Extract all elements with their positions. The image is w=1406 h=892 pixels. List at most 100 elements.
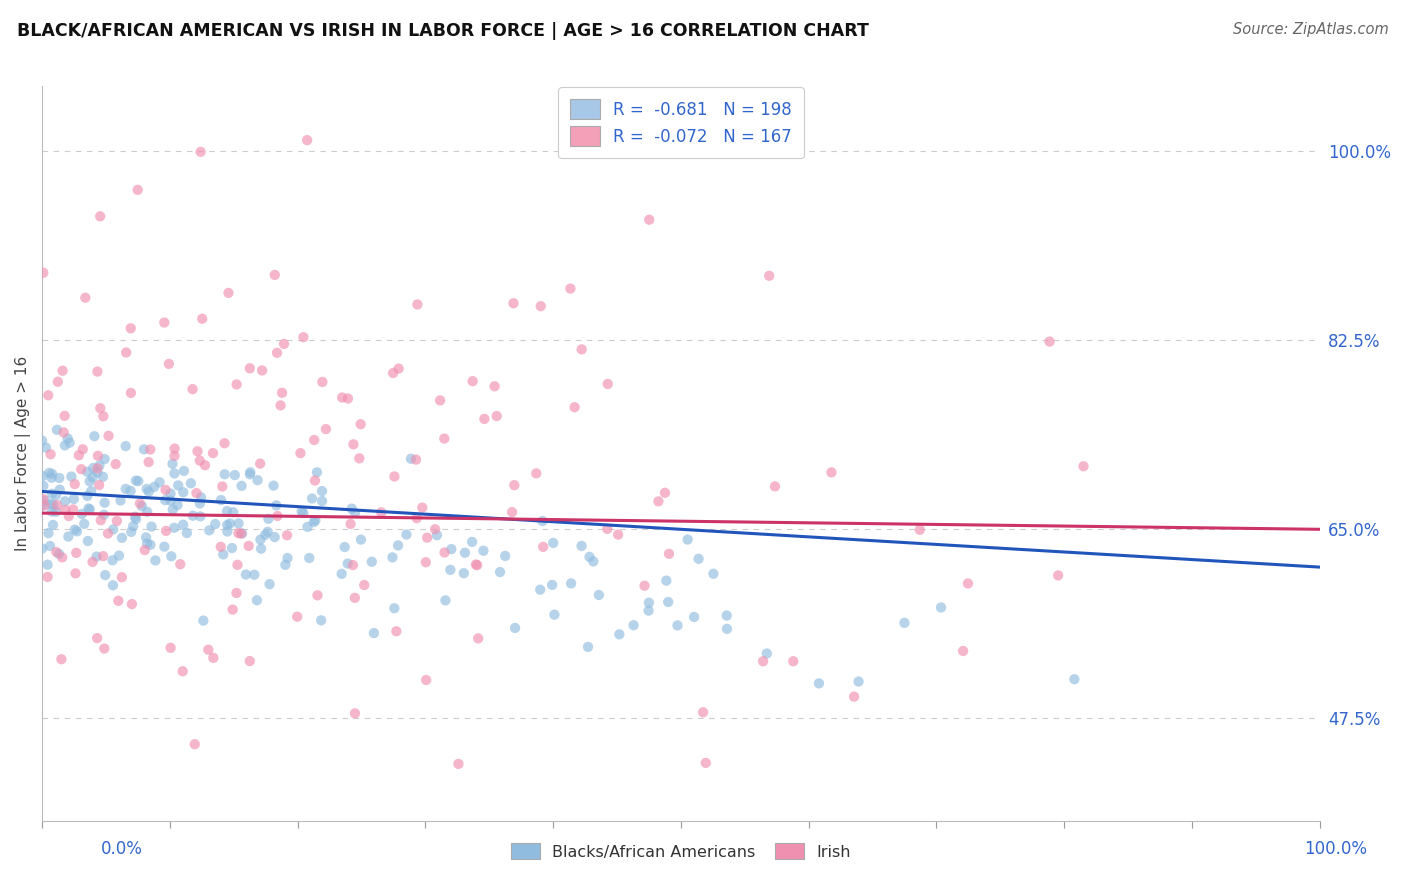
Point [120,524,142,539]
Point [363,626,385,640]
Point [1073,459,1095,474]
Text: Source: ZipAtlas.com: Source: ZipAtlas.com [1233,22,1389,37]
Point [39,447,62,461]
Point [49,483,72,497]
Point [485,409,508,423]
Point [87,449,110,463]
Point [65,566,87,581]
Point [86,365,108,379]
Point [311,494,333,508]
Point [51,652,73,666]
Point [1038,334,1060,349]
Point [1063,672,1085,686]
Point [46,375,69,389]
Point [257,512,280,526]
Point [163,442,186,456]
Point [180,476,202,491]
Point [426,528,449,542]
Point [193,614,215,628]
Point [80,484,103,499]
Text: 100.0%: 100.0% [1303,840,1367,858]
Point [461,534,484,549]
Point [45,545,67,559]
Point [274,558,297,572]
Point [343,591,366,605]
Point [191,311,214,326]
Point [695,756,717,770]
Point [224,468,246,483]
Point [110,493,132,508]
Point [76,534,98,549]
Point [246,473,269,487]
Point [120,483,142,498]
Point [353,578,375,592]
Point [238,539,260,553]
Point [271,385,294,400]
Point [32,479,55,493]
Point [489,565,512,579]
Point [32,492,55,507]
Point [37,558,59,572]
Point [231,479,253,493]
Point [104,457,127,471]
Point [578,549,600,564]
Point [155,524,177,538]
Point [46,498,69,512]
Point [382,601,405,615]
Point [564,400,586,414]
Point [86,631,108,645]
Point [141,519,163,533]
Point [266,498,288,512]
Point [609,627,631,641]
Point [37,526,59,541]
Point [86,461,108,475]
Point [343,506,366,520]
Point [702,566,724,581]
Y-axis label: In Labor Force | Age > 16: In Labor Force | Age > 16 [15,356,31,551]
Point [176,526,198,541]
Point [638,596,661,610]
Point [1047,568,1070,582]
Point [655,574,678,588]
Point [188,509,211,524]
Point [576,640,599,654]
Point [65,546,87,560]
Point [405,511,427,525]
Point [763,479,786,493]
Point [41,487,63,501]
Point [91,469,114,483]
Point [136,536,159,550]
Text: BLACK/AFRICAN AMERICAN VS IRISH IN LABOR FORCE | AGE > 16 CORRELATION CHART: BLACK/AFRICAN AMERICAN VS IRISH IN LABOR… [17,22,869,40]
Point [330,391,353,405]
Point [647,494,669,508]
Point [86,465,108,479]
Point [666,618,689,632]
Point [266,508,288,523]
Point [159,640,181,655]
Point [38,466,60,480]
Point [86,549,108,564]
Point [494,549,516,563]
Point [63,477,86,491]
Point [633,579,655,593]
Point [111,570,134,584]
Point [782,654,804,668]
Point [97,526,120,541]
Point [716,608,738,623]
Point [309,613,332,627]
Point [58,435,80,450]
Point [416,531,439,545]
Point [153,540,176,554]
Point [472,412,495,426]
Point [105,514,128,528]
Point [149,475,172,490]
Point [169,558,191,572]
Point [42,517,65,532]
Point [263,268,285,282]
Point [70,507,93,521]
Point [263,530,285,544]
Point [239,361,262,376]
Point [349,451,371,466]
Point [124,509,146,524]
Point [34,499,56,513]
